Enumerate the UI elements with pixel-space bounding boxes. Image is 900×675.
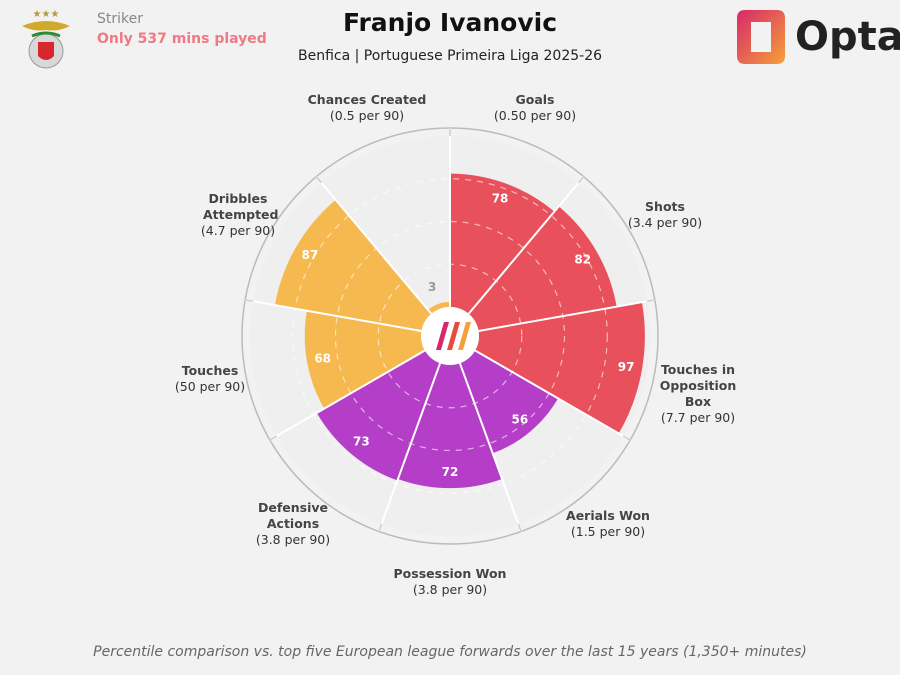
bar-dribbles-attempted <box>274 199 432 331</box>
metric-name: Dribbles Attempted <box>203 191 279 222</box>
metric-per90: (1.5 per 90) <box>570 524 646 539</box>
value-label: 78 <box>492 191 509 205</box>
metric-name: Goals <box>515 92 555 107</box>
opta-logo: Opta <box>735 6 900 68</box>
metric-label: Touches (50 per 90) <box>140 363 280 395</box>
center-logo-icon <box>436 322 471 350</box>
metric-per90: (4.7 per 90) <box>200 223 276 238</box>
player-role: Striker <box>97 11 143 27</box>
divider-outer <box>245 299 254 303</box>
bar-touches <box>304 310 425 409</box>
divider-outer <box>315 176 323 184</box>
divider <box>458 362 523 532</box>
value-label: 73 <box>353 435 370 449</box>
divider-outer <box>517 523 522 532</box>
value-label: 87 <box>302 248 319 262</box>
wedge-background <box>321 136 450 314</box>
metric-per90: (3.8 per 90) <box>255 532 331 547</box>
metric-name: Shots <box>645 199 685 214</box>
metric-name: Defensive Actions <box>258 500 329 531</box>
bar-defensive-actions <box>316 350 441 481</box>
metric-label: Shots (3.4 per 90) <box>595 199 735 231</box>
metric-per90: (3.8 per 90) <box>412 582 488 597</box>
divider <box>377 362 442 532</box>
bar-chances-created <box>428 301 450 314</box>
benfica-crest-icon: ★★★ <box>22 9 70 69</box>
metric-label: Chances Created (0.5 per 90) <box>297 92 437 124</box>
minutes-note: Only 537 mins played <box>97 31 267 47</box>
value-label: 97 <box>618 360 635 374</box>
divider <box>315 176 433 315</box>
divider <box>244 298 422 332</box>
divider-outer <box>646 299 655 303</box>
divider <box>478 298 656 332</box>
divider-outer <box>622 435 631 441</box>
bar-goals <box>450 173 555 314</box>
metric-label: Dribbles Attempted (4.7 per 90) <box>168 191 308 239</box>
divider-outer <box>577 176 585 184</box>
center-circle <box>421 307 479 365</box>
value-label: 72 <box>442 465 459 479</box>
metric-per90: (3.4 per 90) <box>627 215 703 230</box>
value-label: 82 <box>574 252 591 266</box>
bar-aerials-won <box>459 350 559 454</box>
metric-per90: (0.5 per 90) <box>329 108 405 123</box>
metric-per90: (50 per 90) <box>174 379 246 394</box>
metric-name: Touches <box>181 363 239 378</box>
value-label: 3 <box>428 280 436 294</box>
bar-possession-won <box>397 363 503 489</box>
metric-label: Goals (0.50 per 90) <box>465 92 605 124</box>
metric-per90: (0.50 per 90) <box>493 108 577 123</box>
footnote: Percentile comparison vs. top five Europ… <box>93 644 807 660</box>
divider <box>467 176 585 315</box>
divider-outer <box>269 435 278 441</box>
metric-name: Aerials Won <box>566 508 650 523</box>
metric-name: Possession Won <box>393 566 507 581</box>
metric-label: Touches in Opposition Box (7.7 per 90) <box>628 362 768 426</box>
value-label: 68 <box>314 351 331 365</box>
metric-name: Chances Created <box>307 92 427 107</box>
divider <box>474 349 631 441</box>
opta-logo-icon <box>737 10 785 64</box>
metric-name: Touches in Opposition Box <box>659 362 737 409</box>
chart-subtitle: Benfica | Portuguese Primeira Liga 2025-… <box>297 48 603 64</box>
value-label: 56 <box>512 412 529 426</box>
metric-label: Aerials Won (1.5 per 90) <box>538 508 678 540</box>
divider <box>269 349 426 441</box>
divider-outer <box>378 523 383 532</box>
svg-text:★★★: ★★★ <box>33 9 60 20</box>
metric-label: Possession Won (3.8 per 90) <box>380 566 520 598</box>
opta-wordmark: Opta <box>795 14 900 60</box>
bar-touches-in-opposition-box <box>475 302 645 434</box>
gridline <box>292 178 608 494</box>
metric-label: Defensive Actions (3.8 per 90) <box>223 500 363 548</box>
metric-per90: (7.7 per 90) <box>660 410 736 425</box>
gridline <box>334 220 566 452</box>
bar-shots <box>468 206 617 331</box>
chart-title: Franjo Ivanovic <box>342 8 558 37</box>
